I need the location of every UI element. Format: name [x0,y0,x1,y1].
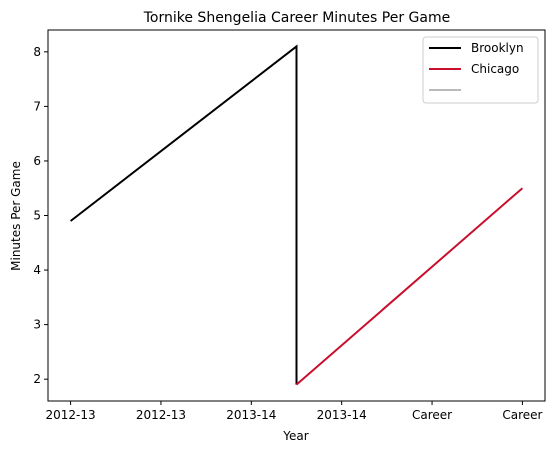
x-tick-label: Career [412,408,452,422]
y-axis: 2 3 4 5 6 7 8 [33,45,48,386]
y-tick-label: 2 [33,372,41,386]
y-axis-label: Minutes Per Game [9,161,23,271]
y-tick-label: 7 [33,99,41,113]
x-axis-label: Year [282,429,308,443]
series-line-chicago [295,187,524,386]
legend-box [422,36,539,104]
legend: Brooklyn Chicago [422,36,539,104]
y-tick-label: 4 [33,263,41,277]
x-tick-label: 2013-14 [226,408,276,422]
x-tick-label: 2013-14 [317,408,367,422]
x-tick-label: 2012-13 [46,408,96,422]
y-tick-label: 3 [33,318,41,332]
y-tick-label: 5 [33,209,41,223]
y-tick-label: 8 [33,45,41,59]
x-tick-label: 2012-13 [136,408,186,422]
x-axis: 2012-13 2012-13 2013-14 2013-14 Career Career [46,401,543,422]
series-line-brooklyn [69,44,298,385]
legend-label: Brooklyn [471,41,524,55]
x-tick-label: Career [502,408,542,422]
y-tick-label: 6 [33,154,41,168]
chart-title: Tornike Shengelia Career Minutes Per Gam… [143,10,450,26]
series-layer [69,44,524,386]
legend-label: Chicago [471,62,519,76]
